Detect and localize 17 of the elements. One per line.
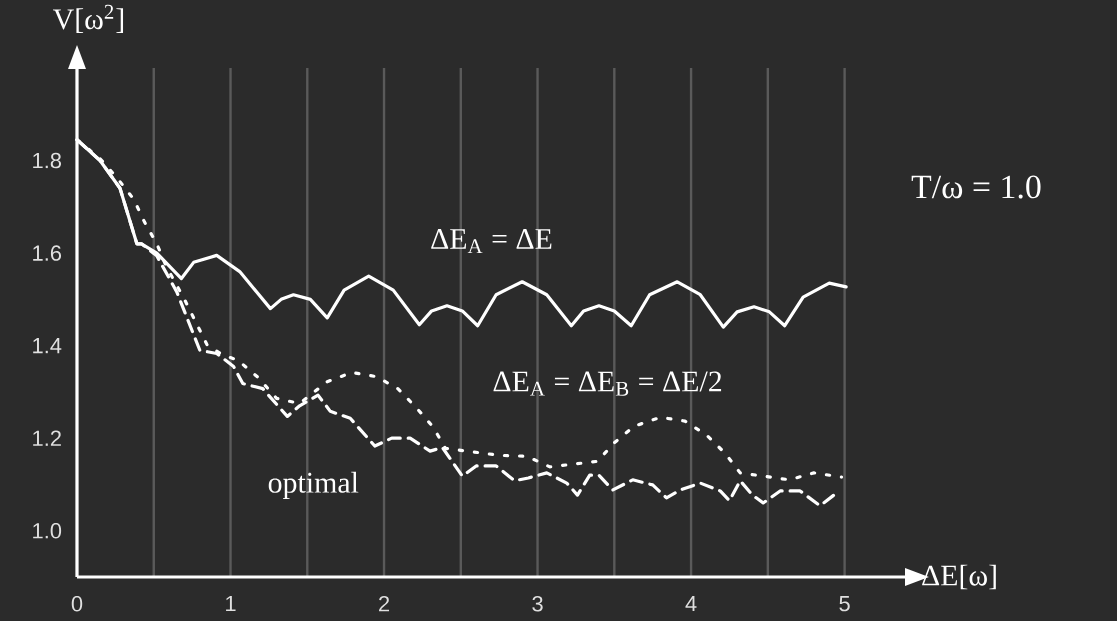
y-tick-label: 1.8: [33, 152, 62, 169]
y-tick-label: 1.4: [33, 338, 62, 354]
x-tick-label: 3: [532, 596, 543, 612]
x-tick-label: 0: [71, 596, 83, 612]
y-tick-label: 1.0: [33, 522, 62, 539]
text: T/ω = 1.0: [911, 175, 1041, 199]
y-axis-title: V[ω$^{2}$]: [52, 4, 124, 34]
x-tick-label: 4: [685, 596, 697, 612]
x-tick-label: 5: [839, 596, 850, 612]
series-label: ΔE$_{A}$ = ΔE$_{B}$ = ΔE/2: [493, 371, 722, 396]
series-label: optimal: [268, 471, 359, 499]
x-axis-title: ΔE[ω]: [922, 564, 996, 590]
y-tick-label: 1.6: [33, 245, 62, 261]
x-tick-label: 2: [379, 596, 390, 612]
series-label: ΔE$_{A}$ = ΔE: [431, 229, 552, 254]
x-tick-label: 1: [226, 596, 236, 612]
y-tick-label: 1.2: [33, 430, 61, 446]
